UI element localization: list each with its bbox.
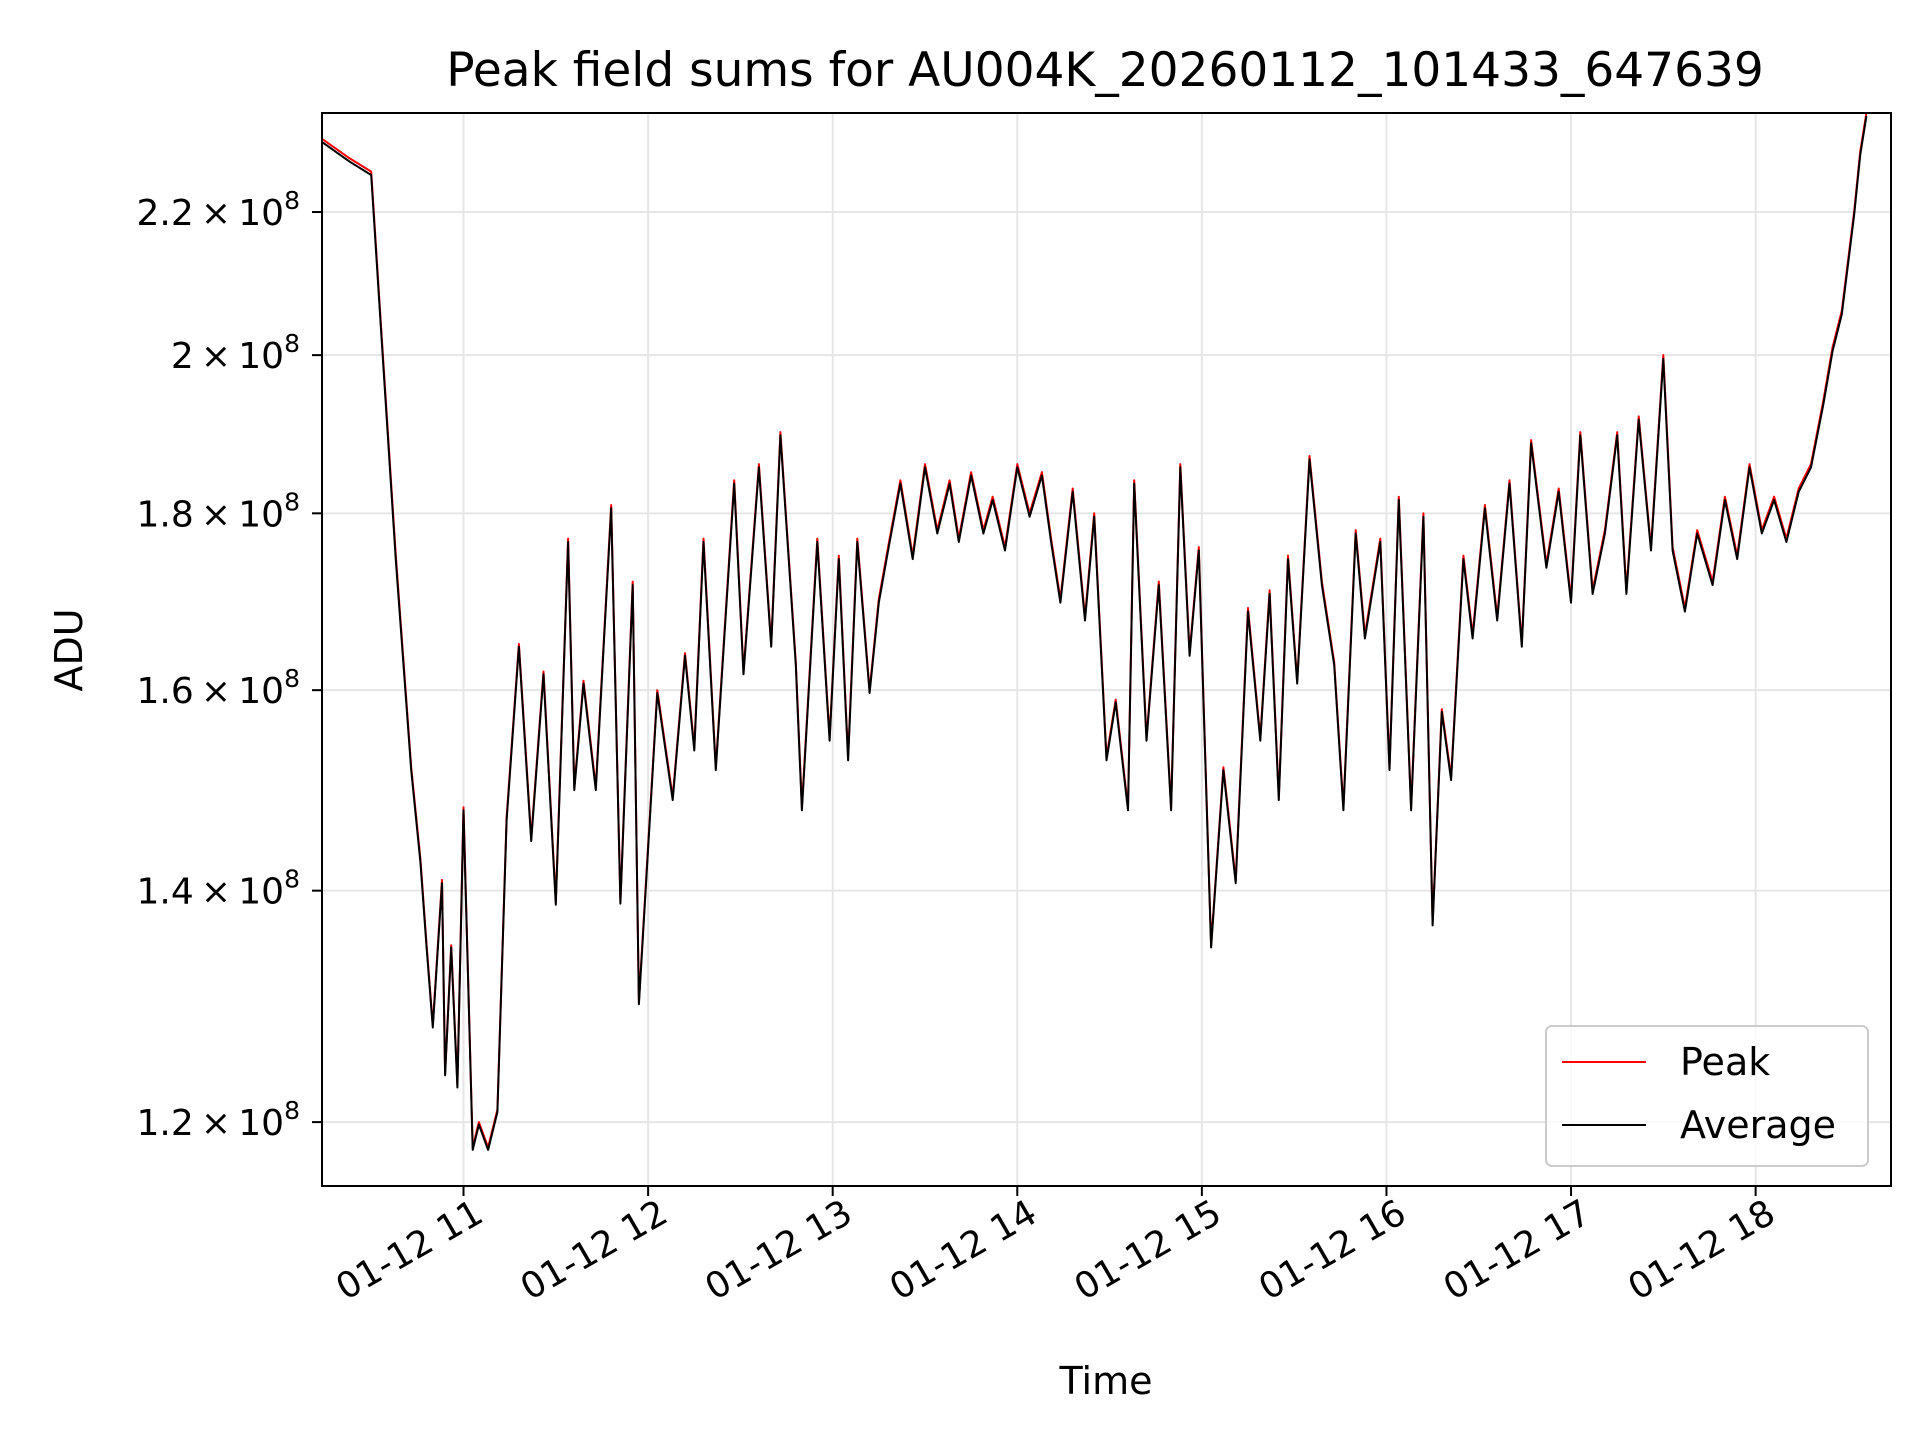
y-tick-label: 2.2 × 108 [136,186,300,234]
chart-title: Peak field sums for AU004K_20260112_1014… [446,43,1764,98]
x-axis-label: Time [1059,1359,1153,1403]
y-tick-label: 1.2 × 108 [136,1096,300,1144]
y-tick-label: 1.8 × 108 [136,487,300,535]
y-axis-label: ADU [47,608,91,691]
series-line-average [322,116,1868,1151]
y-tick-label: 1.6 × 108 [136,664,300,712]
y-tick-label: 1.4 × 108 [136,865,300,913]
legend-label-peak: Peak [1680,1040,1770,1084]
y-tick-label: 2 × 108 [171,329,300,377]
plot-frame [321,112,1892,1187]
series-layer [322,113,1868,1151]
legend: Peak Average [1545,1025,1869,1167]
legend-label-average: Average [1680,1103,1836,1147]
y-axis: 1.2 × 108 1.4 × 108 1.6 × 108 1.8 × 108 2 × … [136,186,322,1144]
